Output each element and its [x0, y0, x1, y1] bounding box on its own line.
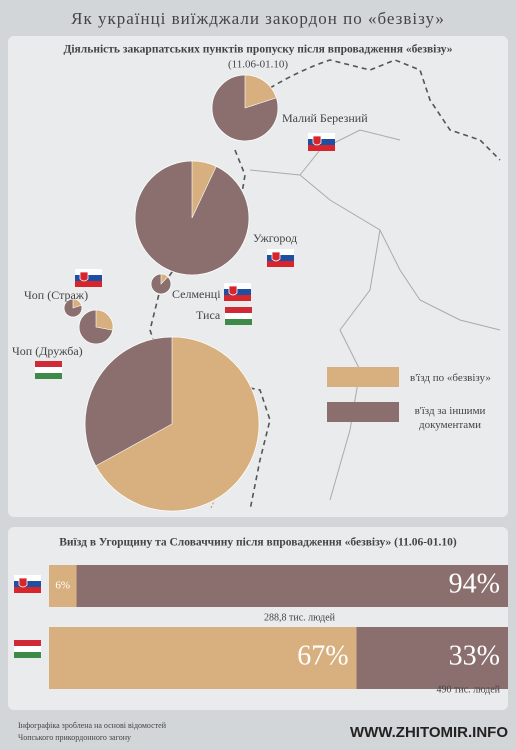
pie-bezviz: [95, 309, 114, 331]
point-label: Ужгород: [253, 231, 298, 245]
flag-stripe: [35, 361, 62, 367]
pie-bezviz: [191, 160, 217, 219]
flag-stripe: [267, 255, 294, 261]
flag-stripe: [308, 133, 335, 139]
flag-stripe: [308, 139, 335, 145]
bar-value-label: 67%: [297, 640, 348, 671]
flag-emblem: [228, 285, 238, 296]
footer: Інфографіка зроблена на основі відомосте…: [18, 721, 167, 730]
flag-sk: [75, 269, 102, 287]
flag-stripe: [267, 249, 294, 255]
bars-title: Виїзд в Угорщину та Словаччину після впр…: [59, 537, 457, 549]
flag-sk: [308, 133, 335, 151]
watermark: WWW.ZHITOMIR.INFO: [350, 724, 508, 741]
legend-label: в'їзд по «безвізу»: [410, 372, 491, 384]
map-period: (11.06-01.10): [228, 59, 288, 71]
bar-segment: [356, 627, 508, 689]
bar-value-label: 6%: [55, 580, 70, 592]
map-subtitle: Діяльність закарпатських пунктів пропуск…: [63, 44, 452, 56]
bar-segment: [49, 627, 357, 689]
pie-bezviz: [160, 273, 169, 285]
flag-stripe: [14, 652, 41, 658]
point-label: Чоп (Дружба): [12, 344, 83, 358]
flag-stripe: [75, 281, 102, 287]
flag-stripe: [14, 575, 41, 581]
flag-stripe: [14, 646, 41, 652]
flag-sk: [14, 575, 41, 593]
flag-stripe: [224, 289, 251, 295]
flag-emblem: [312, 135, 322, 146]
bar-value-label: 94%: [449, 568, 500, 599]
flag-emblem: [79, 271, 89, 282]
pie-bezviz: [95, 336, 260, 512]
flag-stripe: [267, 261, 294, 267]
footer: Чопського прикордонного загону: [18, 733, 131, 742]
legend-swatch: [327, 402, 399, 422]
point-label: Чоп (Страж): [24, 288, 89, 302]
point-label: Тиса: [196, 308, 221, 322]
flag-stripe: [35, 367, 62, 373]
flag-emblem: [271, 251, 281, 262]
bar-segment: [76, 565, 508, 607]
flag-stripe: [14, 581, 41, 587]
flag-stripe: [75, 269, 102, 275]
bar-total: 288,8 тис. людей: [264, 612, 336, 623]
flag-hu: [14, 640, 41, 658]
point-label: Малий Березний: [282, 111, 368, 125]
pie-bezviz: [72, 298, 82, 309]
bar-value-label: 33%: [449, 640, 500, 671]
flag-sk: [224, 283, 251, 301]
bar-total: 490 тис. людей: [437, 684, 501, 695]
flag-stripe: [14, 587, 41, 593]
point-label: Селменці: [172, 287, 221, 301]
flag-stripe: [224, 295, 251, 301]
flag-stripe: [75, 275, 102, 281]
flag-stripe: [225, 313, 252, 319]
flag-emblem: [18, 577, 28, 588]
flag-stripe: [35, 373, 62, 379]
flag-hu: [225, 307, 252, 325]
legend-swatch: [327, 367, 399, 387]
flag-stripe: [308, 145, 335, 151]
flag-stripe: [224, 283, 251, 289]
legend-label: в'їзд за іншими документами: [414, 405, 486, 431]
pie-bezviz: [244, 74, 277, 109]
flag-sk: [267, 249, 294, 267]
flag-stripe: [225, 319, 252, 325]
title: Як українці виїжджали закордон по «безві…: [71, 9, 445, 28]
border-regions: [249, 129, 501, 501]
flag-stripe: [14, 640, 41, 646]
flag-stripe: [225, 307, 252, 313]
flag-hu: [35, 361, 62, 379]
bar-segment: [49, 565, 77, 607]
